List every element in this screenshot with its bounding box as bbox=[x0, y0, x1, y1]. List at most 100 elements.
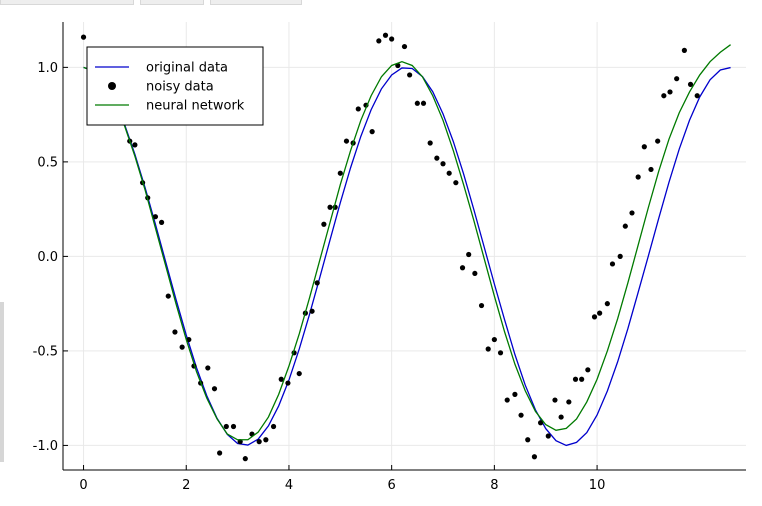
data-point bbox=[661, 93, 667, 99]
legend-label-original-data: original data bbox=[146, 61, 228, 76]
data-point bbox=[355, 106, 361, 112]
data-point bbox=[729, 0, 734, 3]
data-point bbox=[579, 376, 585, 382]
x-tick-label: 8 bbox=[490, 478, 498, 493]
data-point bbox=[179, 344, 185, 350]
y-tick-label: 0.0 bbox=[37, 250, 58, 265]
data-point bbox=[497, 350, 504, 356]
data-point bbox=[518, 412, 524, 418]
data-point bbox=[531, 454, 538, 460]
x-tick-label: 6 bbox=[388, 478, 396, 493]
data-point bbox=[512, 391, 518, 397]
toolbar-tab-stub[interactable] bbox=[210, 0, 302, 5]
data-point bbox=[472, 270, 478, 277]
data-point bbox=[285, 380, 291, 386]
y-tick-label: 0.5 bbox=[37, 155, 58, 170]
data-point bbox=[552, 397, 558, 403]
data-point bbox=[485, 346, 491, 352]
data-point bbox=[572, 376, 579, 382]
legend-label-neural-network: neural network bbox=[146, 99, 245, 114]
data-point bbox=[278, 376, 284, 382]
legend-swatch-noisy-data bbox=[108, 82, 116, 90]
axes bbox=[62, 22, 746, 471]
data-point bbox=[427, 140, 433, 146]
data-point bbox=[504, 397, 510, 403]
x-tick-label: 4 bbox=[285, 478, 293, 493]
data-point bbox=[723, 0, 728, 3]
data-point bbox=[407, 72, 413, 78]
toolbar-tab-stub[interactable] bbox=[140, 0, 204, 5]
data-point bbox=[337, 170, 343, 176]
data-point bbox=[369, 129, 375, 135]
data-point bbox=[314, 280, 320, 286]
data-point bbox=[604, 301, 610, 307]
data-point bbox=[132, 142, 138, 148]
data-point bbox=[217, 450, 223, 456]
data-point bbox=[420, 100, 427, 106]
data-point bbox=[674, 76, 680, 82]
data-point bbox=[401, 43, 408, 50]
data-point bbox=[655, 138, 661, 144]
data-point bbox=[558, 414, 564, 420]
data-point bbox=[609, 261, 616, 267]
plot-area bbox=[80, 0, 734, 462]
data-point bbox=[648, 166, 654, 173]
data-point bbox=[545, 433, 551, 439]
data-point bbox=[566, 399, 572, 405]
data-point bbox=[296, 370, 302, 377]
data-point bbox=[343, 138, 350, 144]
y-tick-label: -1.0 bbox=[33, 439, 58, 454]
x-tick-label: 2 bbox=[182, 478, 190, 493]
series-line-original-data bbox=[83, 66, 731, 447]
data-point bbox=[491, 336, 497, 343]
y-tick-label: -0.5 bbox=[33, 344, 58, 359]
data-point bbox=[256, 439, 262, 445]
data-point bbox=[715, 0, 720, 3]
data-point bbox=[414, 100, 420, 106]
data-point bbox=[186, 336, 192, 343]
data-point bbox=[694, 93, 700, 99]
window-top-strip bbox=[0, 0, 762, 6]
legend: original data noisy data neural network bbox=[86, 46, 264, 126]
tick-labels: 0 2 4 6 8 10 -1.0 -0.5 0.0 0.5 1.0 bbox=[33, 61, 606, 493]
data-point bbox=[270, 423, 277, 430]
data-point bbox=[667, 89, 673, 95]
data-point bbox=[376, 38, 382, 44]
data-point bbox=[172, 329, 178, 335]
data-point bbox=[165, 293, 171, 299]
data-point bbox=[327, 204, 333, 210]
left-scrollbar[interactable] bbox=[0, 302, 4, 462]
data-point bbox=[466, 251, 472, 258]
toolbar-tab-stub[interactable] bbox=[0, 0, 134, 5]
data-point bbox=[434, 155, 440, 161]
data-point bbox=[597, 310, 603, 316]
data-point bbox=[158, 219, 165, 225]
data-point bbox=[446, 170, 452, 176]
x-tick-label: 0 bbox=[79, 478, 87, 493]
data-point bbox=[525, 437, 531, 443]
legend-box bbox=[86, 46, 264, 126]
data-point bbox=[382, 32, 389, 38]
data-point bbox=[537, 420, 544, 426]
data-point bbox=[687, 81, 694, 87]
data-point bbox=[321, 221, 327, 227]
data-point bbox=[152, 214, 159, 220]
data-point bbox=[635, 174, 641, 180]
data-point bbox=[453, 180, 459, 186]
data-point bbox=[389, 36, 395, 42]
data-point bbox=[641, 144, 647, 150]
data-point bbox=[80, 34, 87, 40]
data-point bbox=[459, 265, 466, 271]
data-point bbox=[211, 386, 218, 392]
data-point bbox=[629, 210, 635, 216]
y-tick-label: 1.0 bbox=[37, 61, 58, 76]
data-point bbox=[263, 437, 269, 443]
data-point bbox=[701, 0, 706, 3]
x-tick-label: 10 bbox=[589, 478, 606, 493]
legend-label-noisy-data: noisy data bbox=[146, 80, 214, 95]
data-point bbox=[242, 456, 248, 462]
series-line-neural-network bbox=[83, 44, 731, 441]
data-point bbox=[681, 47, 687, 53]
data-point bbox=[622, 223, 628, 229]
